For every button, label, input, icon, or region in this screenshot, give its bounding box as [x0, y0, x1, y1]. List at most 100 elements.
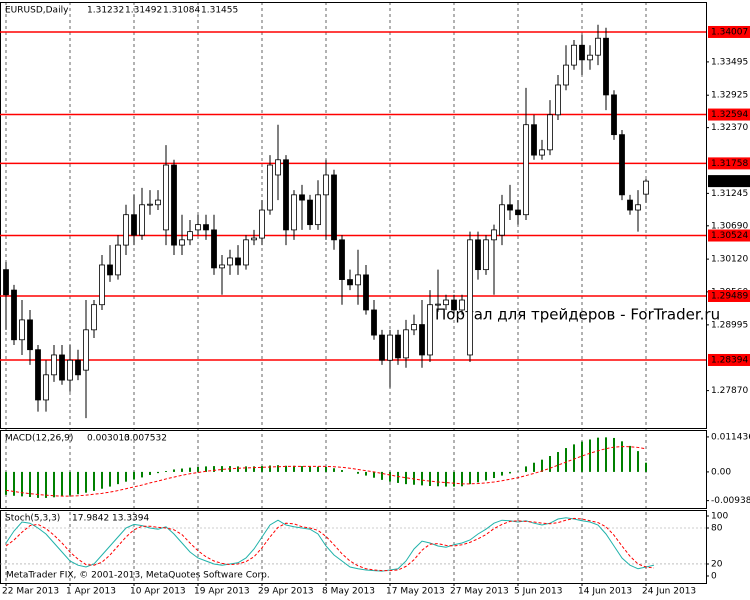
candle-body — [491, 229, 497, 241]
candle-body — [227, 257, 233, 266]
candle-body — [131, 214, 137, 236]
stoch-main — [5, 517, 655, 572]
candle-body — [235, 257, 241, 266]
ohlc-value: 1.31455 — [201, 6, 238, 16]
candle-body — [619, 134, 625, 196]
level-label-box — [708, 229, 750, 242]
indicator-value: 17.9842 — [72, 514, 109, 524]
level-label: 1.34007 — [711, 27, 748, 37]
candle-body — [3, 269, 9, 296]
chart-title: EURUSD,Daily — [5, 6, 69, 16]
candle-body — [579, 44, 585, 61]
candle-body — [323, 174, 329, 196]
indicator-title: MACD(12,26,9) — [5, 434, 73, 444]
candle-body — [475, 239, 481, 271]
candle-body — [171, 164, 177, 246]
candle-body — [147, 203, 153, 206]
y-tick-label: 1.28995 — [711, 320, 748, 330]
candle-body — [19, 319, 25, 341]
candle-body — [83, 329, 89, 371]
candle-body — [499, 204, 505, 236]
watermark: Портал для трейдеров - ForTrader.ru — [435, 306, 720, 324]
candle-body — [395, 334, 401, 359]
x-tick-label: 8 May 2013 — [322, 587, 375, 597]
ohlc-value: 1.31084 — [163, 6, 200, 16]
level-label: 1.29489 — [711, 291, 748, 301]
x-tick-label: 22 Mar 2013 — [2, 587, 59, 597]
level-label-box — [708, 25, 750, 38]
y-tick-label: 0 — [711, 571, 717, 581]
candle-body — [179, 239, 185, 246]
candle-body — [307, 199, 313, 226]
candle-body — [35, 349, 41, 401]
candle-body — [603, 37, 609, 96]
candle-body — [563, 64, 569, 86]
candle-body — [435, 303, 441, 306]
candle-body — [75, 359, 81, 376]
candle-body — [211, 229, 217, 269]
x-tick-label: 14 Jun 2013 — [578, 587, 632, 597]
candle-body — [331, 174, 337, 241]
candle-body — [259, 209, 265, 239]
y-tick-label: 1.33495 — [711, 57, 748, 67]
candle-body — [419, 324, 425, 356]
x-tick-label: 5 Jun 2013 — [514, 587, 562, 597]
candle-body — [555, 84, 561, 116]
candle-body — [451, 299, 457, 311]
candle-body — [571, 44, 577, 66]
x-tick-label: 29 Apr 2013 — [258, 587, 314, 597]
candle-body — [611, 94, 617, 136]
stoch-signal — [5, 517, 655, 572]
candle-body — [27, 319, 33, 351]
candle-body — [523, 124, 529, 216]
candle-body — [67, 359, 73, 381]
candle-body — [195, 224, 201, 231]
candle-body — [267, 164, 273, 211]
candle-body — [427, 304, 433, 356]
level-label: 1.32594 — [711, 110, 748, 120]
level-label: 1.28394 — [711, 355, 748, 365]
candle-body — [339, 239, 345, 280]
candle-body — [515, 209, 521, 216]
indicator-title: Stoch(5,3,3) — [5, 514, 60, 524]
y-tick-label: 20 — [711, 559, 723, 569]
level-label: 1.31758 — [711, 159, 748, 169]
candle-body — [403, 329, 409, 359]
x-tick-label: 24 Jun 2013 — [642, 587, 696, 597]
candle-body — [275, 159, 281, 176]
panel-frame — [0, 510, 707, 584]
y-tick-label: 1.32925 — [711, 91, 748, 101]
candle-body — [355, 274, 361, 286]
candle-body — [379, 334, 385, 361]
ohlc-value: 1.31492 — [125, 6, 162, 16]
y-tick-label: 1.30690 — [711, 221, 748, 231]
current-price: 1.31455 — [711, 177, 748, 187]
candle-body — [203, 224, 209, 231]
candle-body — [443, 299, 449, 306]
candle-body — [11, 289, 17, 341]
y-tick-label: 80 — [711, 523, 723, 533]
candle-body — [595, 37, 601, 56]
candle-body — [43, 374, 49, 401]
candle-body — [627, 199, 633, 211]
candle-body — [243, 239, 249, 266]
candle-body — [107, 264, 113, 276]
level-label-box — [708, 108, 750, 121]
candle-body — [51, 354, 57, 376]
ohlc-value: 1.31232 — [87, 6, 124, 16]
macd-signal — [5, 446, 647, 497]
candle-body — [363, 274, 369, 311]
candle-body — [507, 204, 513, 211]
candle-body — [219, 264, 225, 269]
level-label-box — [708, 289, 750, 302]
candle-body — [531, 124, 537, 156]
candle-body — [155, 199, 161, 206]
candle-body — [643, 180, 649, 195]
candle-body — [59, 354, 65, 381]
y-tick-label: 100 — [711, 511, 728, 521]
candle-body — [371, 309, 377, 336]
candle-body — [187, 231, 193, 241]
